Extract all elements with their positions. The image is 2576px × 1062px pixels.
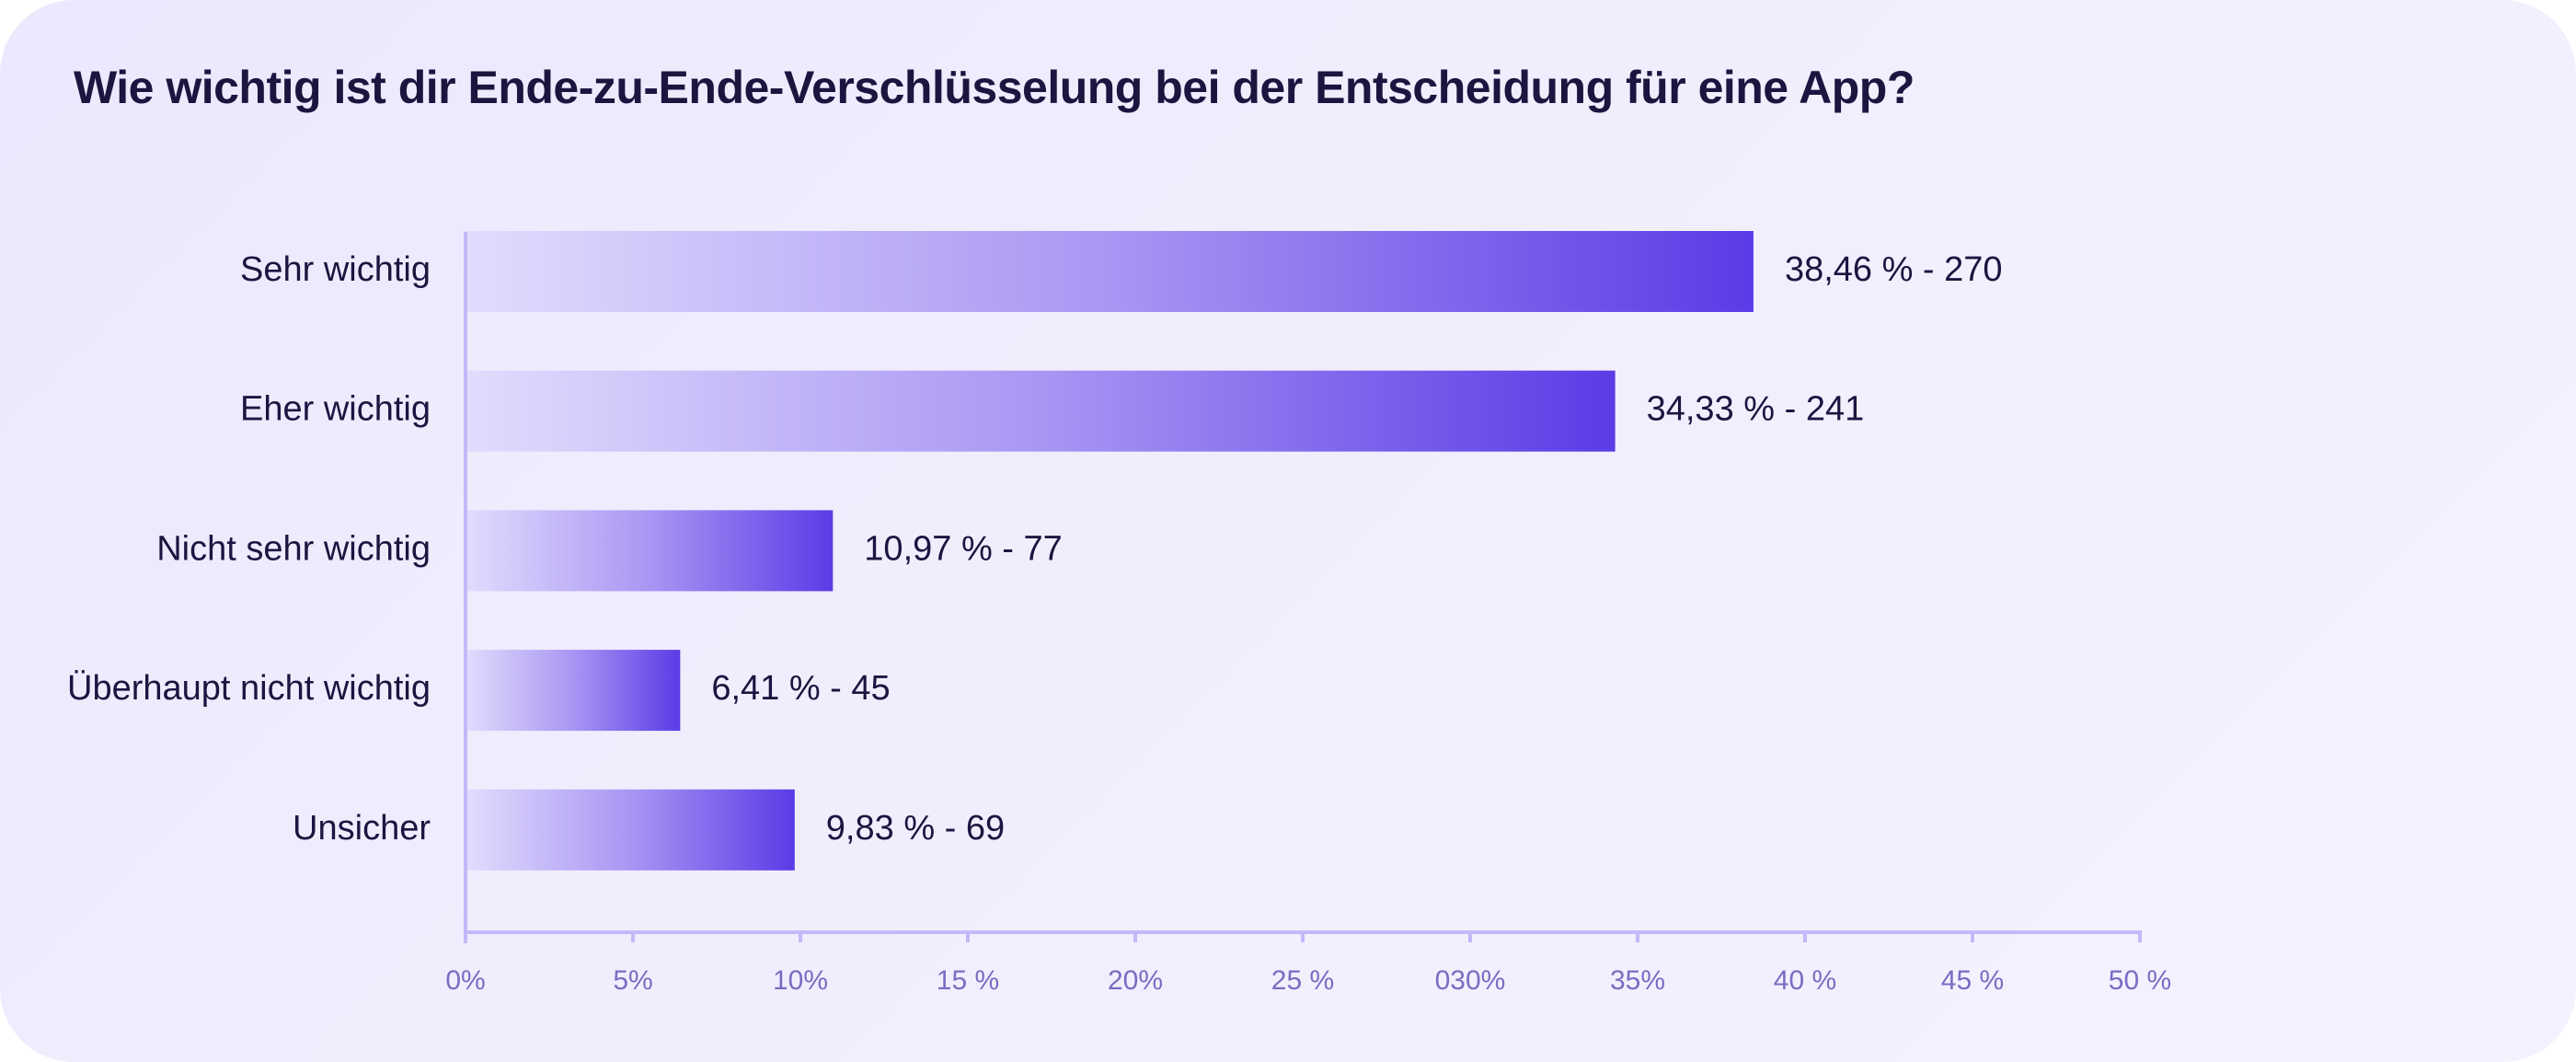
bars-layer: [466, 231, 1754, 871]
bar-1: [466, 370, 1616, 452]
category-label: Unsicher: [293, 809, 431, 848]
bar-3: [466, 650, 681, 732]
category-label: Überhaupt nicht wichtig: [67, 669, 431, 708]
x-tick-label: 25 %: [1271, 965, 1334, 996]
bar-0: [466, 231, 1754, 312]
bar-2: [466, 510, 834, 592]
x-tick-label: 20%: [1108, 965, 1163, 996]
x-tick-label: 40 %: [1774, 965, 1836, 996]
x-tick-label: 50 %: [2109, 965, 2171, 996]
category-label: Eher wichtig: [240, 390, 431, 429]
data-label: 38,46 % - 270: [1785, 250, 2003, 289]
x-tick-label: 45 %: [1941, 965, 2004, 996]
bar-4: [466, 789, 795, 871]
category-label: Nicht sehr wichtig: [156, 529, 431, 568]
x-tick-label: 15 %: [937, 965, 999, 996]
category-labels: Sehr wichtig Eher wichtig Nicht sehr wicht…: [67, 250, 431, 848]
data-label: 10,97 % - 77: [864, 529, 1062, 568]
x-tick-label: 10%: [773, 965, 828, 996]
x-tick-label: 5%: [613, 965, 652, 996]
axis-layer: [464, 232, 2142, 943]
x-tick-label: 0%: [445, 965, 485, 996]
x-tick-label: 35%: [1610, 965, 1665, 996]
data-label: 34,33 % - 241: [1647, 390, 1865, 429]
data-label: 9,83 % - 69: [826, 809, 1005, 848]
chart-title: Wie wichtig ist dir Ende-zu-Ende-Verschl…: [74, 62, 1915, 113]
x-tick-labels: 0% 5% 10% 15 % 20% 25 % 030% 35% 40 % 45 % 50 %: [445, 965, 2171, 996]
category-label: Sehr wichtig: [240, 250, 431, 289]
value-labels: 38,46 % - 270 34,33 % - 241 10,97 % - 77 6,…: [711, 250, 2002, 848]
data-label: 6,41 % - 45: [711, 669, 890, 708]
x-tick-label: 030%: [1435, 965, 1506, 996]
